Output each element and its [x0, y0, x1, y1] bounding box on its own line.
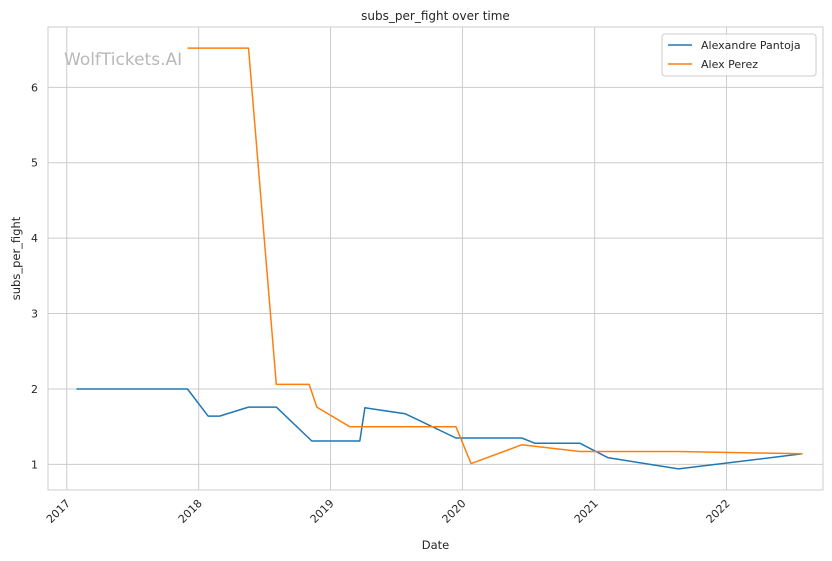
series-line-1	[187, 47, 803, 465]
y-axis-title: subs_per_fight	[9, 216, 23, 300]
y-tick-label: 2	[31, 383, 38, 396]
x-axis-title: Date	[422, 538, 450, 552]
y-tick-labels: 1 2 3 4 5 6	[31, 81, 38, 471]
y-tick-label: 3	[31, 308, 38, 321]
y-tick-label: 4	[31, 232, 38, 245]
legend-label: Alex Perez	[701, 58, 758, 71]
y-tick-label: 6	[31, 81, 38, 94]
watermark: WolfTickets.AI	[64, 50, 182, 70]
chart-title: subs_per_fight over time	[361, 9, 510, 23]
legend-box	[661, 33, 817, 77]
legend-label: Alexandre Pantoja	[701, 39, 801, 52]
series-lines	[76, 47, 803, 470]
series-line-0	[76, 388, 803, 470]
y-tick-label: 1	[31, 458, 38, 471]
grid	[48, 27, 823, 490]
y-tick-label: 5	[31, 157, 38, 170]
plot-frame	[47, 26, 824, 491]
legend: Alexandre Pantoja Alex Perez	[661, 33, 817, 77]
